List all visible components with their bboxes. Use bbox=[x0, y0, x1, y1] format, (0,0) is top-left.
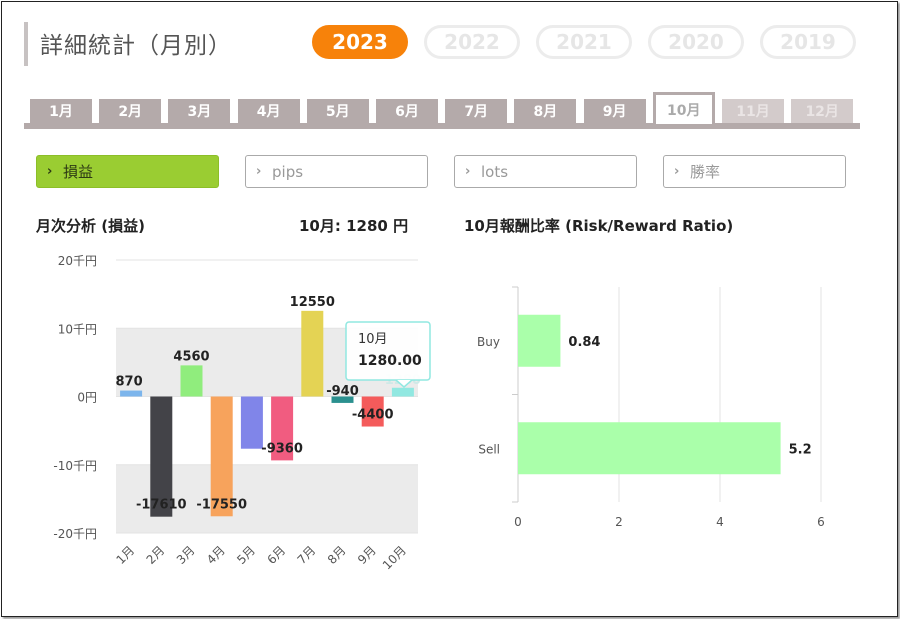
tooltip: 10月 1280.00 bbox=[345, 321, 431, 388]
title-accent-bar bbox=[24, 22, 28, 66]
bar-buy[interactable] bbox=[518, 314, 561, 367]
metric-button-2[interactable]: › pips bbox=[245, 155, 428, 188]
y-category-label: Buy bbox=[477, 335, 500, 349]
x-tick-label: 5月 bbox=[234, 543, 258, 567]
bar-4月[interactable] bbox=[210, 396, 233, 517]
chevron-right-icon: › bbox=[674, 164, 680, 179]
tab-month-2[interactable]: 2月 bbox=[99, 99, 162, 123]
tab-month-11: 11月 bbox=[722, 99, 784, 123]
chevron-right-icon: › bbox=[256, 164, 262, 179]
metric-label: 損益 bbox=[63, 163, 94, 181]
left-chart-summary: 10月: 1280 円 bbox=[299, 217, 409, 235]
y-category-label: Sell bbox=[478, 442, 500, 456]
data-label: -4400 bbox=[352, 408, 394, 423]
y-tick-label: -20千円 bbox=[53, 527, 97, 541]
x-tick-label: 6月 bbox=[264, 543, 288, 567]
tab-month-3[interactable]: 3月 bbox=[168, 99, 231, 123]
tab-month-9[interactable]: 9月 bbox=[583, 99, 646, 123]
tab-month-5[interactable]: 5月 bbox=[306, 99, 369, 123]
right-chart-heading: 10月報酬比率 (Risk/Reward Ratio) bbox=[464, 217, 734, 235]
tab-month-8[interactable]: 8月 bbox=[514, 99, 577, 123]
page-title: 詳細統計（月別） bbox=[40, 33, 232, 59]
x-tick-label: 9月 bbox=[355, 543, 379, 567]
tooltip-pointer bbox=[395, 379, 413, 388]
chevron-right-icon: › bbox=[465, 164, 471, 179]
year-button-2019[interactable]: 2019 bbox=[760, 25, 856, 59]
data-label: 4560 bbox=[173, 349, 209, 364]
data-label: -17550 bbox=[196, 497, 247, 512]
bar-8月[interactable] bbox=[331, 396, 354, 403]
bar-6月[interactable] bbox=[271, 396, 294, 461]
left-chart-heading: 月次分析 (損益) bbox=[36, 217, 145, 235]
bar-2月[interactable] bbox=[150, 396, 173, 517]
metric-label: 勝率 bbox=[690, 163, 721, 181]
tooltip-value: 1280.00 bbox=[358, 353, 422, 369]
year-button-2022[interactable]: 2022 bbox=[424, 25, 520, 59]
x-tick-label: 10月 bbox=[380, 543, 409, 572]
x-tick-label: 1月 bbox=[113, 543, 137, 567]
data-label: 0.84 bbox=[568, 335, 600, 350]
x-tick-label: 2 bbox=[615, 515, 623, 529]
data-label: -17610 bbox=[136, 498, 187, 513]
chevron-right-icon: › bbox=[47, 164, 53, 179]
x-tick-label: 4月 bbox=[204, 543, 228, 567]
month-tab-baseline bbox=[24, 123, 860, 129]
data-label: 870 bbox=[116, 375, 143, 390]
bar-7月[interactable] bbox=[301, 310, 324, 397]
x-tick-label: 4 bbox=[716, 515, 724, 529]
tab-month-1[interactable]: 1月 bbox=[30, 99, 92, 123]
data-label: -940 bbox=[326, 384, 359, 399]
x-tick-label: 3月 bbox=[174, 543, 198, 567]
year-button-2020[interactable]: 2020 bbox=[648, 25, 744, 59]
y-tick-label: 10千円 bbox=[58, 322, 97, 336]
x-tick-label: 0 bbox=[514, 515, 522, 529]
bar-5月[interactable] bbox=[240, 396, 263, 449]
tab-month-12: 12月 bbox=[791, 99, 854, 123]
metric-label: pips bbox=[272, 162, 304, 181]
year-button-2021[interactable]: 2021 bbox=[536, 25, 632, 59]
tab-month-6[interactable]: 6月 bbox=[376, 99, 438, 123]
y-tick-label: 20千円 bbox=[58, 254, 97, 268]
x-tick-label: 6 bbox=[817, 515, 825, 529]
metric-button-3[interactable]: › lots bbox=[454, 155, 637, 188]
risk-reward-chart: 0 2 4 6 Buy 0.84 Sell 5.2 bbox=[477, 286, 825, 529]
bar-10月[interactable] bbox=[391, 387, 414, 397]
metric-button-1[interactable]: › 損益 bbox=[36, 155, 219, 188]
x-tick-label: 7月 bbox=[295, 543, 319, 567]
data-label: -9360 bbox=[261, 441, 303, 456]
monthly-pl-chart: 20千円 10千円 0円 -10千円 -20千円 870 1月 -17610 2月 4560 3月 -… bbox=[53, 254, 431, 572]
bar-sell[interactable] bbox=[518, 422, 781, 475]
y-tick-label: -10千円 bbox=[53, 459, 97, 473]
bar-3月[interactable] bbox=[180, 365, 203, 397]
data-label: 12550 bbox=[290, 295, 335, 310]
metric-button-4[interactable]: › 勝率 bbox=[663, 155, 846, 188]
tab-month-10[interactable]: 10月 bbox=[652, 92, 715, 124]
tab-month-7[interactable]: 7月 bbox=[445, 99, 508, 123]
y-tick-label: 0円 bbox=[77, 391, 97, 405]
data-label: 5.2 bbox=[789, 442, 812, 457]
metric-label: lots bbox=[481, 162, 509, 181]
tab-month-4[interactable]: 4月 bbox=[237, 99, 300, 123]
x-tick-label: 2月 bbox=[144, 543, 168, 567]
year-button-2023[interactable]: 2023 bbox=[312, 25, 408, 59]
tooltip-box bbox=[345, 321, 431, 381]
x-tick-label: 8月 bbox=[325, 543, 349, 567]
bar-9月[interactable] bbox=[361, 396, 384, 427]
tooltip-title: 10月 bbox=[358, 332, 388, 347]
bar-1月[interactable] bbox=[120, 390, 143, 397]
